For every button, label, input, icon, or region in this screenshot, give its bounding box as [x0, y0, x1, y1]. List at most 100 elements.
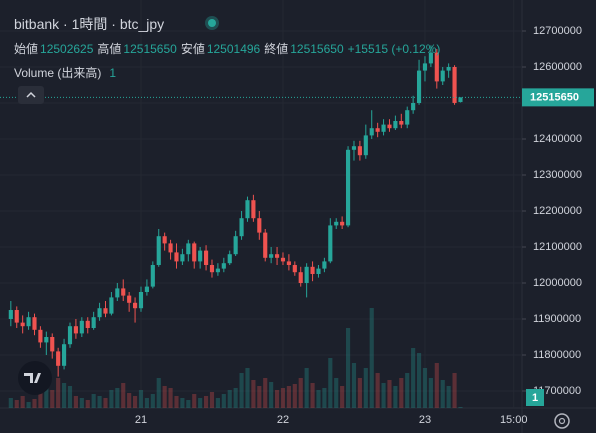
candle-body — [304, 266, 309, 284]
candle-body — [411, 102, 416, 111]
candle-body — [144, 286, 149, 293]
volume-bar — [44, 388, 49, 408]
candle-body — [127, 295, 132, 303]
volume-bar — [85, 400, 90, 408]
y-tick-label: 12100000 — [533, 241, 582, 253]
change-value: +15515 (+0.12%) — [347, 41, 441, 56]
y-tick-label: 12000000 — [533, 277, 582, 289]
grid — [0, 0, 522, 408]
candle-body — [138, 292, 144, 309]
volume-row: Volume (出来高) 1 — [14, 64, 120, 81]
volume-bar — [310, 383, 315, 408]
volume-bar — [440, 380, 445, 408]
volume-bar — [79, 398, 84, 408]
candle-body — [251, 200, 256, 219]
candle-body — [416, 70, 422, 103]
candle-body — [44, 337, 49, 343]
candle-body — [340, 221, 345, 226]
settings-button[interactable] — [554, 413, 570, 429]
volume-bar — [399, 378, 404, 408]
x-tick-label: 23 — [419, 414, 431, 426]
candle-body — [274, 254, 280, 258]
volume-bar — [8, 398, 13, 408]
volume-bar — [115, 388, 120, 408]
x-tick-label: 22 — [277, 414, 289, 426]
volume-bar — [393, 386, 398, 408]
candle-body — [334, 221, 339, 226]
candle-body — [221, 263, 226, 269]
y-tick-label: 11700000 — [533, 385, 581, 397]
y-tick-label: 12700000 — [533, 25, 582, 37]
candle-body — [162, 236, 167, 244]
last-price-label: 12515650 — [530, 91, 579, 103]
candle-body — [198, 250, 203, 262]
candle-body — [357, 146, 362, 156]
volume-bar — [405, 373, 410, 408]
y-tick-label: 12600000 — [533, 61, 582, 73]
candle-body — [14, 310, 19, 323]
candle-body — [381, 124, 386, 132]
candle-body — [440, 70, 445, 82]
candle-body — [109, 297, 114, 314]
candle-body — [369, 128, 374, 136]
candle-body — [428, 52, 433, 64]
high-label: 高値 — [97, 42, 122, 56]
candle-body — [132, 302, 138, 309]
volume-bar — [203, 396, 209, 408]
candle-body — [399, 120, 404, 125]
volume-bar — [56, 378, 61, 408]
tv-logo[interactable] — [18, 361, 52, 395]
volume-bar — [14, 400, 19, 408]
candle-body — [233, 236, 238, 255]
candle-body — [62, 344, 67, 366]
volume-bar — [381, 383, 386, 408]
volume-bar — [198, 398, 203, 408]
volume-bar — [422, 368, 428, 408]
candle-body — [458, 97, 463, 103]
volume-bar — [168, 388, 173, 408]
tv-logo-mark — [24, 373, 41, 383]
volume-bar — [298, 378, 303, 408]
title-row: bitbank · 1時間 · btc_jpy — [14, 14, 164, 34]
candle-body — [245, 200, 250, 219]
y-tick-label: 11900000 — [533, 313, 581, 325]
candle-body — [150, 265, 155, 287]
volume-bar — [32, 399, 37, 408]
candle-body — [310, 266, 315, 275]
volume-bar — [174, 396, 179, 408]
candle-body — [192, 243, 197, 262]
volume-title: Volume (出来高) — [14, 66, 102, 80]
collapse-button[interactable] — [18, 86, 44, 104]
candle-body — [292, 265, 297, 273]
volume-bar — [322, 388, 327, 408]
candle-body — [73, 326, 78, 334]
volume-bar — [269, 382, 274, 408]
volume-bar — [97, 396, 102, 408]
collapse-icon — [26, 91, 36, 98]
y-tick-label: 11800000 — [533, 349, 581, 361]
volume-bar — [446, 386, 451, 408]
candle-body — [375, 128, 380, 132]
volume-bar — [458, 407, 463, 408]
candle-body — [180, 254, 185, 262]
volume-bar — [73, 396, 78, 408]
candle-body — [91, 317, 96, 329]
collapse-button-bg[interactable] — [18, 86, 44, 104]
candle-body — [209, 265, 215, 273]
candle-body — [280, 257, 286, 262]
candle-body — [115, 288, 120, 298]
volume-pane — [8, 308, 463, 408]
volume-bar — [20, 396, 25, 408]
tv-logo-bg[interactable] — [18, 361, 52, 395]
candle-body — [203, 250, 209, 266]
candle-body — [38, 329, 43, 343]
volume-bar — [328, 358, 333, 408]
candle-body — [186, 243, 191, 255]
candle-body — [345, 149, 351, 226]
candle-body — [215, 268, 220, 273]
volume-bar — [221, 394, 226, 408]
settings-icon[interactable] — [554, 413, 570, 429]
volume-bar — [280, 388, 286, 408]
